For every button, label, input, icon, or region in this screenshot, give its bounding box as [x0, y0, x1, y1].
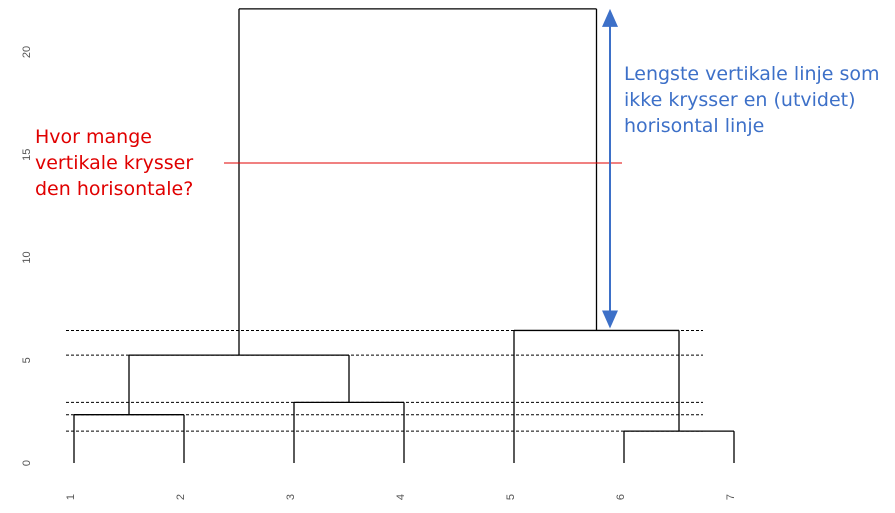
leaf-label: 4	[395, 494, 407, 500]
y-tick-label: 0	[21, 460, 33, 466]
leaf-label: 7	[725, 494, 737, 500]
y-tick-label: 20	[21, 46, 33, 58]
longest-line-annotation: Lengste vertikale linje som ikke krysser…	[624, 63, 880, 137]
y-tick-label: 10	[21, 251, 33, 263]
leaf-label: 2	[175, 494, 187, 500]
leaf-label: 5	[505, 494, 517, 500]
y-tick-label: 5	[21, 357, 33, 363]
question-annotation: Hvor mange vertikale krysser den horison…	[35, 126, 194, 200]
leaf-label: 6	[615, 494, 627, 500]
y-tick-label: 15	[21, 149, 33, 161]
leaf-label: 3	[285, 494, 297, 500]
leaf-label: 1	[65, 494, 77, 500]
